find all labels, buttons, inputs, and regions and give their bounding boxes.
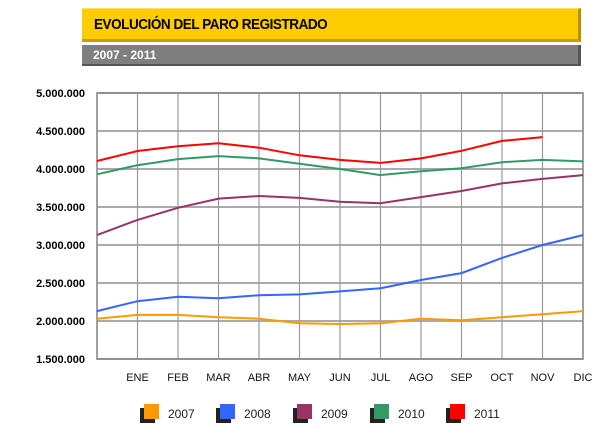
y-tick-label: 5.000.000 <box>36 88 85 100</box>
y-tick-label: 4.500.000 <box>36 126 85 138</box>
legend-label: 2010 <box>398 407 425 421</box>
series-line-2008 <box>96 234 584 313</box>
legend-swatch <box>374 404 389 419</box>
legend-label: 2009 <box>321 407 348 421</box>
line-chart: 5.000.000 4.500.000 4.000.000 3.500.000 3.00… <box>36 88 593 384</box>
x-tick-label: SEP <box>450 372 472 384</box>
legend-swatch <box>450 404 465 419</box>
y-tick-label: 3.500.000 <box>36 202 85 214</box>
y-tick-label: 2.000.000 <box>36 316 85 328</box>
y-tick-label: 3.000.000 <box>36 240 85 252</box>
y-tick-label: 4.000.000 <box>36 164 85 176</box>
y-tick-label: 2.500.000 <box>36 278 85 290</box>
x-tick-label: OCT <box>490 372 514 384</box>
series-line-2007 <box>96 310 584 326</box>
x-tick-label: AGO <box>409 372 434 384</box>
subtitle-banner: 2007 - 2011 <box>82 45 581 66</box>
legend-label: 2008 <box>244 407 271 421</box>
legend-swatch <box>220 404 235 419</box>
x-tick-label: ENE <box>126 372 149 384</box>
legend: 2007 2008 2009 2010 2011 <box>0 404 610 424</box>
legend-swatch <box>144 404 159 419</box>
legend-label: 2011 <box>474 407 500 421</box>
series-line-2010 <box>96 155 584 177</box>
x-tick-label: NOV <box>531 372 556 384</box>
x-tick-label: DIC <box>574 372 593 384</box>
y-tick-label: 1.500.000 <box>36 354 85 366</box>
plot-border <box>96 92 584 360</box>
x-tick-label: MAR <box>206 372 231 384</box>
chart-title: EVOLUCIÓN DEL PARO REGISTRADO <box>94 16 328 33</box>
x-tick-label: MAY <box>288 372 312 384</box>
x-tick-label: JUL <box>371 372 391 384</box>
x-tick-label: ABR <box>248 372 271 384</box>
series-line-2011 <box>96 136 543 164</box>
x-tick-label: JUN <box>329 372 350 384</box>
series-line-2009 <box>96 174 584 237</box>
legend-swatch <box>297 404 312 419</box>
title-banner: EVOLUCIÓN DEL PARO REGISTRADO <box>82 8 581 42</box>
chart-subtitle: 2007 - 2011 <box>93 48 157 62</box>
legend-label: 2007 <box>168 407 195 421</box>
x-tick-label: FEB <box>167 372 188 384</box>
